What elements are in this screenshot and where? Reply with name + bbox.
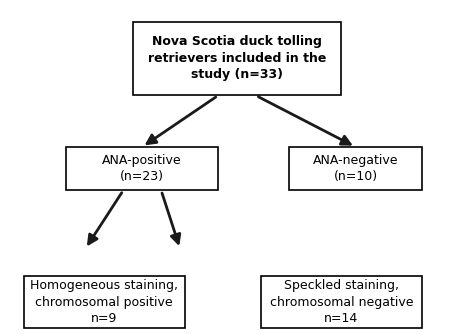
FancyBboxPatch shape (289, 147, 422, 190)
Text: Homogeneous staining,
chromosomal positive
n=9: Homogeneous staining, chromosomal positi… (30, 279, 178, 325)
FancyBboxPatch shape (66, 147, 218, 190)
FancyBboxPatch shape (261, 277, 422, 328)
Text: Nova Scotia duck tolling
retrievers included in the
study (n=33): Nova Scotia duck tolling retrievers incl… (148, 35, 326, 81)
Text: ANA-negative
(n=10): ANA-negative (n=10) (313, 154, 398, 183)
Text: Speckled staining,
chromosomal negative
n=14: Speckled staining, chromosomal negative … (270, 279, 413, 325)
Text: ANA-positive
(n=23): ANA-positive (n=23) (102, 154, 182, 183)
FancyBboxPatch shape (24, 277, 185, 328)
FancyBboxPatch shape (133, 22, 341, 95)
